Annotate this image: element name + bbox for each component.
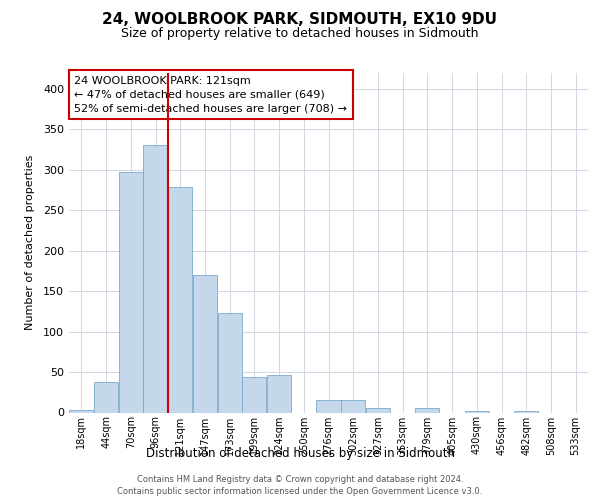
Text: Size of property relative to detached houses in Sidmouth: Size of property relative to detached ho… [121, 28, 479, 40]
Bar [94, 382, 118, 412]
Bar [341, 400, 365, 412]
Text: 24 WOOLBROOK PARK: 121sqm
← 47% of detached houses are smaller (649)
52% of semi: 24 WOOLBROOK PARK: 121sqm ← 47% of detac… [74, 76, 347, 114]
Y-axis label: Number of detached properties: Number of detached properties [25, 155, 35, 330]
Bar [168, 188, 193, 412]
Text: Distribution of detached houses by size in Sidmouth: Distribution of detached houses by size … [146, 448, 455, 460]
Text: 24, WOOLBROOK PARK, SIDMOUTH, EX10 9DU: 24, WOOLBROOK PARK, SIDMOUTH, EX10 9DU [103, 12, 497, 28]
Bar [366, 408, 390, 412]
Bar [143, 146, 167, 412]
Bar [193, 275, 217, 412]
Bar [69, 410, 94, 412]
Text: Contains HM Land Registry data © Crown copyright and database right 2024.
Contai: Contains HM Land Registry data © Crown c… [118, 475, 482, 496]
Bar [218, 313, 242, 412]
Bar [415, 408, 439, 412]
Bar [316, 400, 341, 412]
Bar [464, 411, 489, 412]
Bar [267, 376, 291, 412]
Bar [514, 411, 538, 412]
Bar [119, 172, 143, 412]
Bar [242, 377, 266, 412]
